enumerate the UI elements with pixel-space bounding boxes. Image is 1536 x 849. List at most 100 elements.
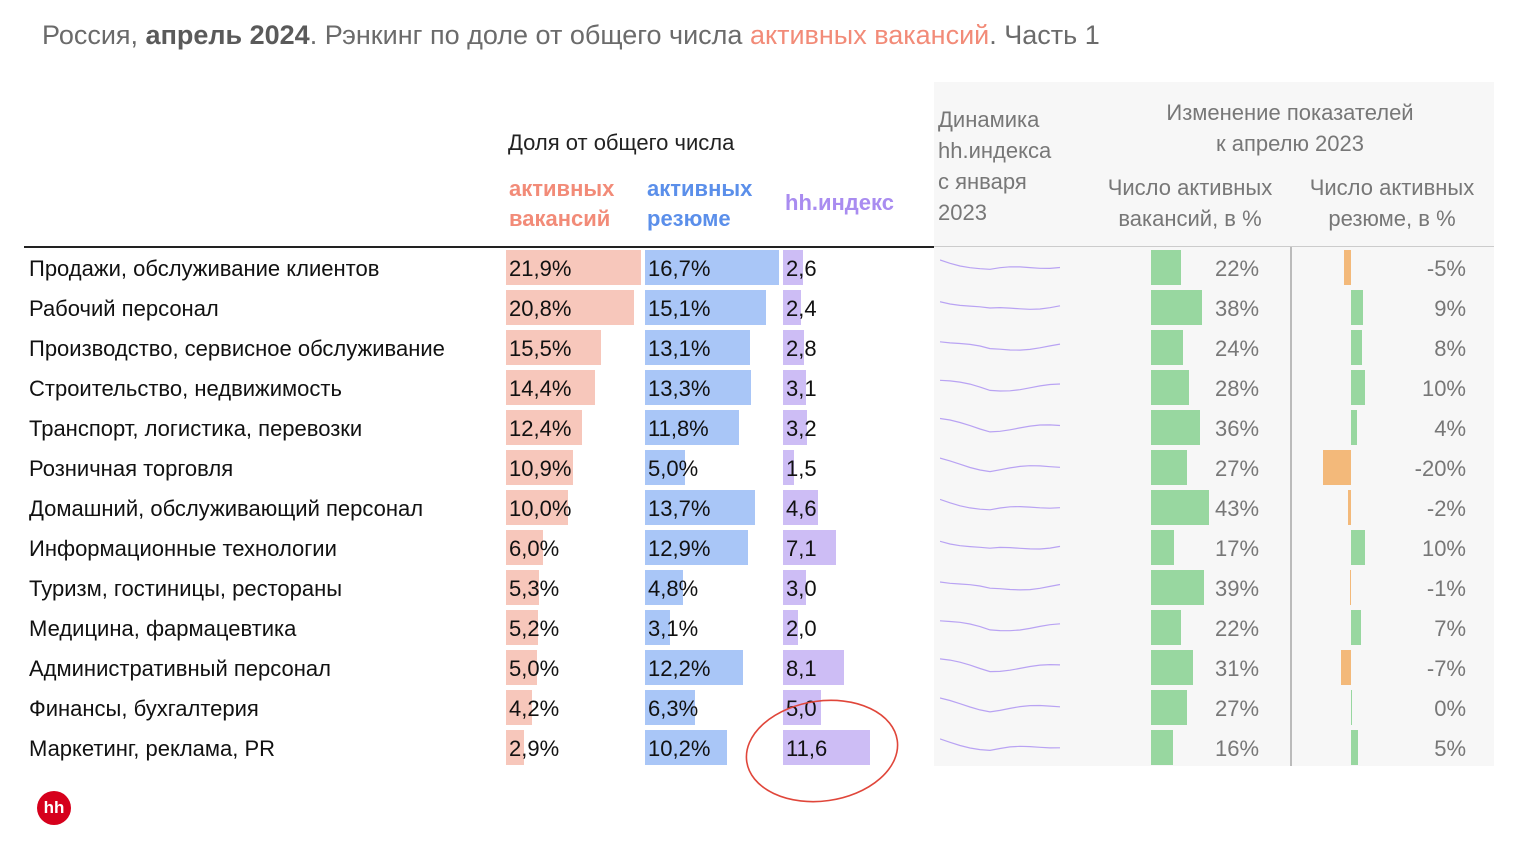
- resumes-bar: [645, 250, 779, 285]
- table-row: Туризм, гостиницы, рестораны 5,3% 4,8% 3…: [0, 568, 1536, 608]
- category-label: Розничная торговля: [29, 456, 234, 481]
- hh-index-bar: [783, 290, 801, 325]
- resumes-change-bar: [1323, 450, 1351, 485]
- vacancies-change-value: 22%: [1215, 616, 1260, 641]
- category-label: Административный персонал: [29, 656, 331, 681]
- table-row: Продажи, обслуживание клиентов 21,9% 16,…: [0, 248, 1536, 288]
- resumes-change-value: 10%: [1421, 536, 1466, 561]
- resumes-change-bar: [1341, 650, 1351, 685]
- vacancies-bar: [506, 650, 537, 685]
- vacancies-change-bar: [1151, 730, 1173, 765]
- resumes-bar: [645, 410, 740, 445]
- resumes-change-bar: [1351, 330, 1363, 365]
- vacancies-share: 10,0%: [509, 496, 572, 521]
- resumes-bar: [645, 650, 743, 685]
- vacancies-share: 4,2%: [509, 696, 560, 721]
- vacancies-change-value: 16%: [1215, 736, 1260, 761]
- vacancies-bar: [506, 290, 635, 325]
- hh-index-bar: [783, 530, 837, 565]
- vacancies-share: 6,0%: [509, 536, 560, 561]
- hh-index-sparkline: [940, 341, 1061, 351]
- vacancies-change-bar: [1151, 610, 1181, 645]
- resumes-bar: [645, 330, 750, 365]
- resumes-share: 12,9%: [648, 536, 711, 561]
- resumes-bar: [645, 690, 696, 725]
- vacancies-change-value: 38%: [1215, 296, 1260, 321]
- highlight-circle: [745, 699, 899, 803]
- hh-index-value: 7,1: [786, 536, 817, 561]
- hh-index-value: 2,0: [786, 616, 817, 641]
- vacancies-change-value: 24%: [1215, 336, 1260, 361]
- vacancies-change-value: 43%: [1215, 496, 1260, 521]
- vacancies-bar: [506, 610, 539, 645]
- resumes-bar: [645, 490, 755, 525]
- hh-index-bar: [783, 490, 818, 525]
- table-row: Медицина, фармацевтика 5,2% 3,1% 2,0 22%…: [0, 608, 1536, 648]
- hh-index-col-header: hh.индекс: [785, 190, 894, 215]
- resumes-share: 3,1%: [648, 616, 699, 641]
- hh-index-sparkline: [940, 581, 1061, 591]
- resumes-change-bar: [1351, 290, 1364, 325]
- page-title: Россия, апрель 2024. Рэнкинг по доле от …: [42, 20, 1100, 50]
- vacancies-change-value: 31%: [1215, 656, 1260, 681]
- hh-index-sparkline: [940, 379, 1061, 392]
- vacancies-share: 20,8%: [509, 296, 572, 321]
- hh-index-value: 11,6: [786, 736, 828, 761]
- vacancies-col-header: активных вакансий: [509, 176, 615, 231]
- resumes-change-bar: [1344, 250, 1351, 285]
- hh-index-value: 4,6: [786, 496, 817, 521]
- vacancies-change-bar: [1151, 450, 1188, 485]
- vacancies-change-value: 27%: [1215, 456, 1260, 481]
- hh-index-sparkline: [940, 738, 1061, 752]
- vacancies-share: 5,2%: [509, 616, 560, 641]
- table-row: Административный персонал 5,0% 12,2% 8,1…: [0, 648, 1536, 688]
- header-rule: [24, 246, 934, 248]
- hh-index-sparkline: [940, 457, 1061, 473]
- table-row: Информационные технологии 6,0% 12,9% 7,1…: [0, 528, 1536, 568]
- resumes-change-value: 8%: [1434, 336, 1466, 361]
- vacancies-bar: [506, 370, 595, 405]
- resumes-share: 10,2%: [648, 736, 711, 761]
- resumes-share: 13,7%: [648, 496, 711, 521]
- hh-index-bar: [783, 410, 807, 445]
- vacancies-bar: [506, 490, 568, 525]
- resumes-change-value: 7%: [1434, 616, 1466, 641]
- resumes-share: 16,7%: [648, 256, 711, 281]
- resumes-change-bar: [1351, 690, 1352, 725]
- hh-index-sparkline: [940, 658, 1061, 673]
- column-divider: [1290, 247, 1292, 766]
- table-row: Транспорт, логистика, перевозки 12,4% 11…: [0, 408, 1536, 448]
- table-row: Маркетинг, реклама, PR 2,9% 10,2% 11,6 1…: [0, 728, 1536, 768]
- category-label: Рабочий персонал: [29, 296, 219, 321]
- hh-index-sparkline: [940, 620, 1061, 632]
- vacancies-bar: [506, 570, 539, 605]
- vacancies-change-bar: [1151, 690, 1188, 725]
- hh-index-value: 3,2: [786, 416, 817, 441]
- table-row: Домашний, обслуживающий персонал 10,0% 1…: [0, 488, 1536, 528]
- vacancies-change-bar: [1151, 570, 1204, 605]
- hh-index-bar: [783, 250, 803, 285]
- category-label: Финансы, бухгалтерия: [29, 696, 259, 721]
- vacancies-change-value: 17%: [1215, 536, 1260, 561]
- share-header: Доля от общего числа: [508, 130, 735, 155]
- resumes-change-value: 0%: [1434, 696, 1466, 721]
- hh-index-bar: [783, 450, 795, 485]
- resumes-bar: [645, 290, 766, 325]
- hh-index-sparkline: [940, 417, 1061, 433]
- vacancies-bar: [506, 450, 574, 485]
- vacancies-change-value: 39%: [1215, 576, 1260, 601]
- vacancies-change-bar: [1151, 410, 1200, 445]
- resumes-share: 5,0%: [648, 456, 699, 481]
- resumes-bar: [645, 530, 749, 565]
- vacancies-share: 15,5%: [509, 336, 572, 361]
- hh-index-bar: [783, 650, 844, 685]
- resumes-change-value: 4%: [1434, 416, 1466, 441]
- hh-index-bar: [783, 330, 804, 365]
- vacancies-share: 5,0%: [509, 656, 560, 681]
- resumes-change-value: -20%: [1414, 456, 1466, 481]
- vacancies-change-bar: [1151, 250, 1181, 285]
- resumes-change-value: -5%: [1426, 256, 1466, 281]
- hh-index-value: 8,1: [786, 656, 817, 681]
- category-label: Домашний, обслуживающий персонал: [29, 496, 424, 521]
- vacancies-bar: [506, 250, 641, 285]
